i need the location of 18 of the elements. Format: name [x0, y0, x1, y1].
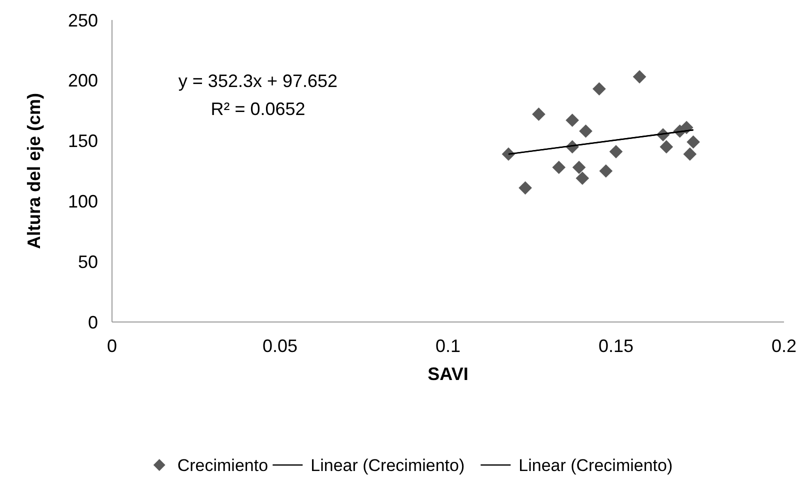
- legend-label: Linear (Crecimiento): [310, 456, 465, 475]
- legend-label: Linear (Crecimiento): [518, 456, 673, 475]
- annotation: R² = 0.0652: [210, 99, 306, 119]
- legend-label: Crecimiento: [177, 456, 268, 475]
- y-tick-label: 50: [78, 252, 98, 272]
- x-tick-label: 0.15: [598, 336, 634, 356]
- x-tick-label: 0.2: [771, 336, 797, 356]
- x-tick-label: 0.1: [435, 336, 461, 356]
- x-tick-label: 0.05: [262, 336, 298, 356]
- x-axis-title: SAVI: [428, 364, 468, 384]
- x-tick-label: 0: [106, 336, 118, 356]
- y-tick-label: 150: [68, 131, 98, 152]
- y-axis-title: Altura del eje (cm): [24, 92, 44, 250]
- y-tick-label: 100: [68, 192, 98, 212]
- y-tick-label: 250: [68, 10, 98, 30]
- y-tick-label: 200: [68, 70, 98, 91]
- y-tick-label: 0: [88, 312, 98, 332]
- annotation: y = 352.3x + 97.652: [178, 71, 338, 91]
